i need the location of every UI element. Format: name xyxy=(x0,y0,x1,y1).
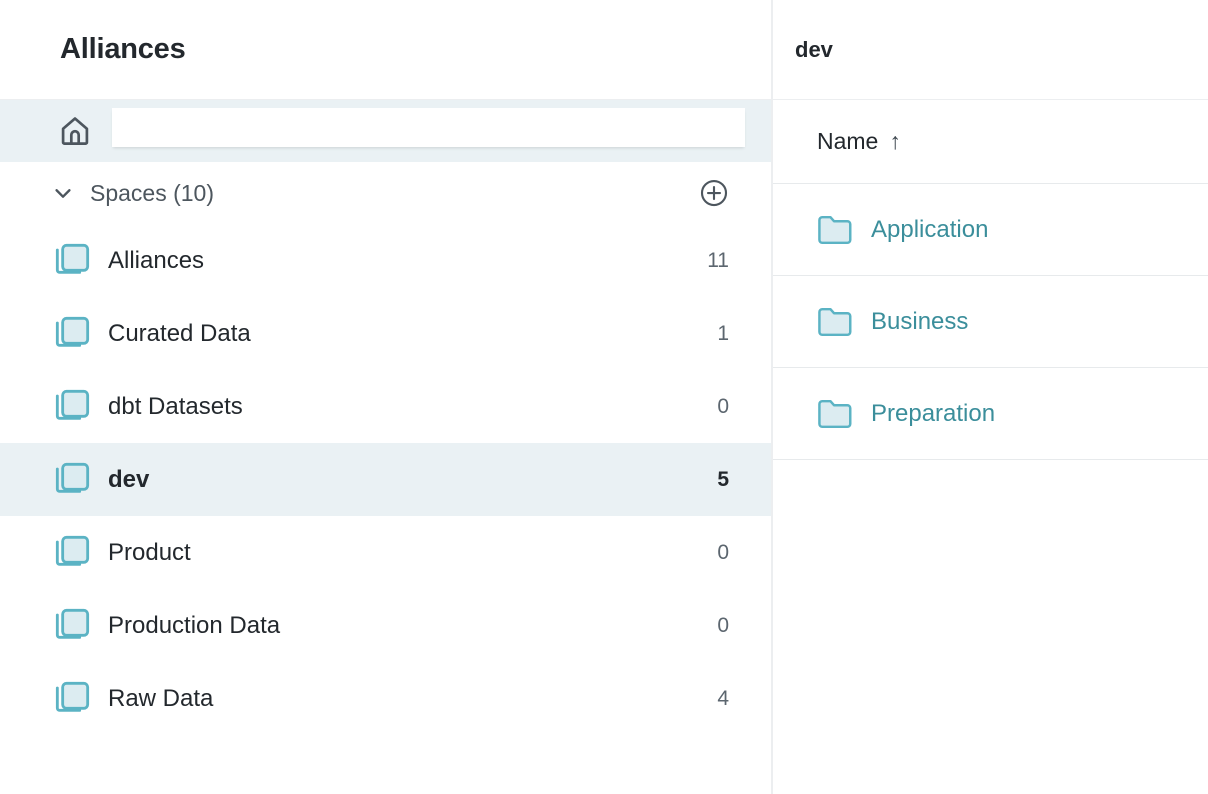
space-item-count: 11 xyxy=(707,248,729,272)
space-stack-icon xyxy=(0,387,92,427)
plus-circle-icon[interactable] xyxy=(699,178,729,208)
space-item-count: 4 xyxy=(717,686,729,710)
space-name: Curated Data xyxy=(108,319,251,347)
space-item-count: 1 xyxy=(717,321,729,345)
space-row[interactable]: Product 0 xyxy=(0,516,771,589)
folder-name-link[interactable]: Application xyxy=(871,215,989,243)
sort-ascending-icon[interactable]: ↑ xyxy=(889,128,901,154)
space-row[interactable]: dbt Datasets 0 xyxy=(0,370,771,443)
folder-row[interactable]: Preparation xyxy=(773,368,1208,460)
space-name: Raw Data xyxy=(108,684,214,712)
space-row[interactable]: Curated Data 1 xyxy=(0,297,771,370)
space-stack-icon xyxy=(0,533,92,573)
space-stack-icon xyxy=(0,679,92,719)
folder-name-link[interactable]: Preparation xyxy=(871,399,996,427)
spaces-group-label: Spaces (10) xyxy=(90,179,215,206)
space-name: Production Data xyxy=(108,611,281,639)
space-title: dev xyxy=(795,36,833,62)
spaces-list: Alliances 11 Curated Data 1 dbt Datasets 0 dev… xyxy=(0,224,771,794)
space-row[interactable]: Production Data 0 xyxy=(0,589,771,662)
left-panel-header: Alliances xyxy=(0,0,771,100)
folder-row[interactable]: Business xyxy=(773,276,1208,368)
folder-icon xyxy=(817,398,855,430)
space-item-count: 0 xyxy=(717,394,729,418)
space-row[interactable]: Raw Data 4 xyxy=(0,662,771,735)
breadcrumb-bar[interactable] xyxy=(0,100,771,162)
breadcrumb-redaction-overlay xyxy=(112,108,745,147)
space-stack-icon xyxy=(0,314,92,354)
page-title: Alliances xyxy=(60,33,186,65)
chevron-down-icon[interactable] xyxy=(52,182,74,204)
home-icon[interactable] xyxy=(58,114,92,148)
space-item-count: 5 xyxy=(717,467,729,491)
folder-icon xyxy=(817,306,855,338)
space-item-count: 0 xyxy=(717,540,729,564)
space-stack-icon xyxy=(0,606,92,646)
right-panel-header: dev xyxy=(773,0,1208,100)
spaces-group-header[interactable]: Spaces (10) xyxy=(0,162,771,224)
space-row[interactable]: Alliances 11 xyxy=(0,224,771,297)
space-stack-icon xyxy=(0,460,92,500)
space-name: dev xyxy=(108,465,150,493)
space-name: Product xyxy=(108,538,191,566)
space-name: Alliances xyxy=(108,246,205,274)
folder-row[interactable]: Application xyxy=(773,184,1208,276)
folder-name-link[interactable]: Business xyxy=(871,307,969,335)
space-name: dbt Datasets xyxy=(108,392,243,420)
folder-icon xyxy=(817,214,855,246)
column-header-label: Name xyxy=(817,128,879,154)
folder-list: Application Business Preparation xyxy=(773,184,1208,794)
space-row[interactable]: dev 5 xyxy=(0,443,771,516)
name-column-header[interactable]: Name ↑ xyxy=(773,100,1208,184)
space-contents-panel: dev Name ↑ Application Business Preparatio… xyxy=(773,0,1208,794)
space-item-count: 0 xyxy=(717,613,729,637)
space-stack-icon xyxy=(0,241,92,281)
spaces-sidebar-panel: Alliances Spaces (10) xyxy=(0,0,773,794)
